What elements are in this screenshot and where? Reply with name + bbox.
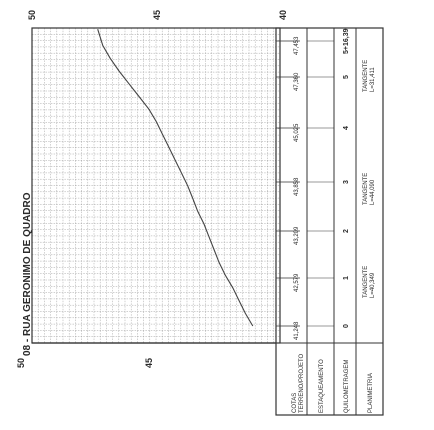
data-table-frame (275, 27, 384, 416)
station-elevation: 47,453 (294, 36, 300, 55)
station-number: 5 (343, 75, 350, 79)
elev-side-50: 50 (16, 358, 26, 368)
tangent-3-title: TANGENTE (363, 60, 369, 92)
tangent-1: TANGENTE L=40,349 (363, 266, 376, 298)
label-quilometragem: QUILOMETRAGEM (344, 360, 350, 413)
tangent-1-length: L=40,349 (370, 272, 376, 298)
tangent-3: TANGENTE L=31,411 (363, 60, 376, 92)
tangent-2-title: TANGENTE (363, 173, 369, 205)
station-number: 4 (343, 126, 350, 130)
elev-top-40: 40 (278, 10, 288, 20)
label-planimetria: PLANIMETRIA (368, 373, 374, 413)
station-number: 2 (343, 229, 350, 233)
graph-grid (31, 27, 281, 343)
station-columns: 41,248 0 42,579 1 43,209 2 43,858 3 45,025 4 47,36… (276, 28, 350, 340)
tangent-2: TANGENTE L=44,090 (363, 173, 376, 205)
tangent-2-length: L=44,090 (370, 179, 376, 205)
elev-top-45: 45 (152, 10, 162, 20)
station-elevation: 43,858 (294, 177, 300, 196)
station-number: 5+16,39 (343, 28, 350, 54)
station-number: 0 (343, 324, 350, 328)
elev-side-45: 45 (144, 358, 154, 368)
station-elevation: 45,025 (294, 123, 300, 142)
street-title: 08 - RUA GERONIMO DE QUADRO (22, 192, 33, 356)
label-cotas-line2: TERRENO/PROJETO (299, 353, 305, 413)
label-cotas-line1: COTAS (292, 393, 298, 413)
tangent-3-length: L=31,411 (370, 67, 376, 92)
terrain-profile-line (97, 29, 254, 327)
label-estaqueamento: ESTAQUEAMENTO (319, 359, 325, 413)
station-elevation: 42,579 (294, 273, 300, 292)
elev-top-50: 50 (27, 10, 37, 20)
station-elevation: 41,248 (294, 321, 300, 340)
tangent-1-title: TANGENTE (363, 266, 369, 298)
station-elevation: 43,209 (294, 226, 300, 245)
station-elevation: 47,360 (294, 72, 300, 91)
station-number: 1 (343, 276, 350, 280)
station-number: 3 (343, 180, 350, 184)
